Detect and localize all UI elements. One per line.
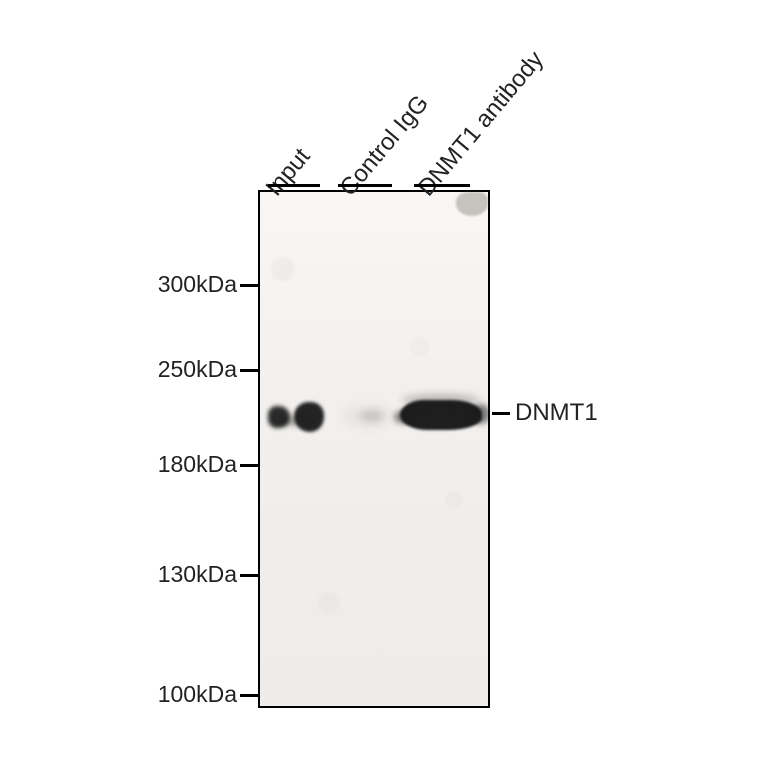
signal-band [402,394,480,406]
blot-membrane [258,190,490,708]
signal-band [472,404,490,424]
lane-underline [414,184,470,187]
figure-stage: InputControl IgGDNMT1 antibody 300kDa250… [0,0,764,764]
mw-marker-label: 300kDa [158,271,237,298]
lane-underline [268,184,320,187]
mw-marker-tick [240,369,258,372]
lane-label: DNMT1 antibody [413,46,550,202]
mw-marker-label: 130kDa [158,561,237,588]
mw-marker-label: 250kDa [158,356,237,383]
signal-band [394,410,414,424]
membrane-texture [260,192,488,706]
signal-band [276,416,316,426]
mw-marker-tick [240,464,258,467]
mw-marker-tick [240,284,258,287]
lane-underline [338,184,392,187]
band-label: DNMT1 [515,399,598,427]
mw-marker-tick [240,694,258,697]
mw-marker-label: 100kDa [158,681,237,708]
band-label-tick [492,412,510,415]
mw-marker-label: 180kDa [158,451,237,478]
signal-band [342,406,392,426]
mw-marker-tick [240,574,258,577]
scan-artifact [456,192,488,216]
